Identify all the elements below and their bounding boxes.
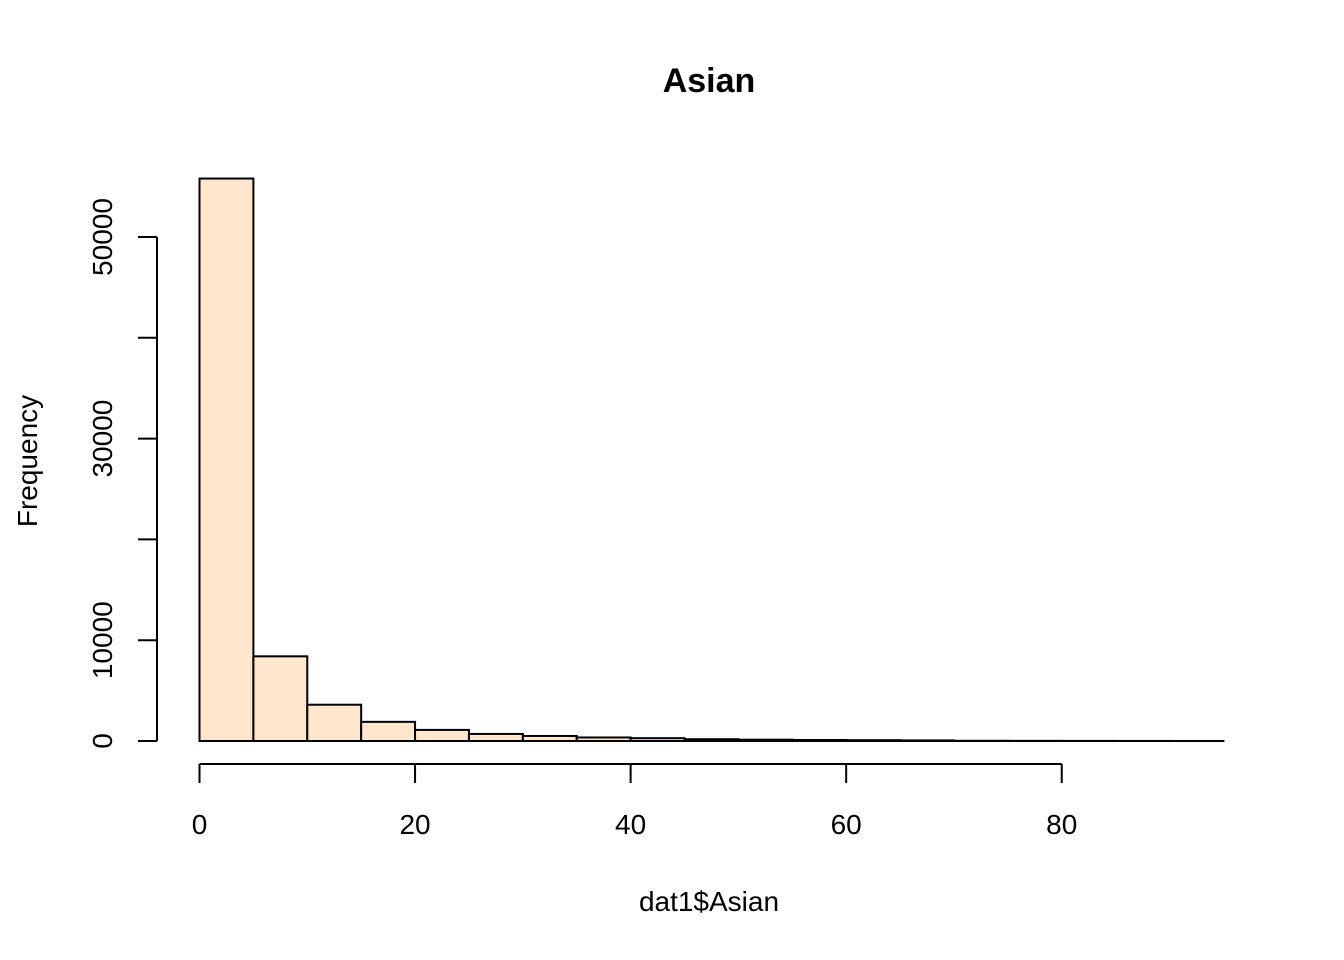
y-tick-label: 30000 xyxy=(87,400,118,478)
bars-group xyxy=(198,177,1225,743)
y-axis-label: Frequency xyxy=(12,395,43,527)
x-tick-label: 80 xyxy=(1046,809,1077,840)
y-axis: 0 10000 30000 50000 xyxy=(87,198,158,749)
histogram-bar xyxy=(198,177,255,742)
x-tick-label: 60 xyxy=(831,809,862,840)
y-tick-label: 50000 xyxy=(87,198,118,276)
histogram-bar xyxy=(360,720,417,743)
x-tick-label: 0 xyxy=(192,809,208,840)
y-tick-label: 10000 xyxy=(87,601,118,679)
histogram-bar xyxy=(467,732,524,742)
x-axis: 0 20 40 60 80 xyxy=(192,763,1077,840)
histogram-bar xyxy=(252,655,309,742)
histogram-bar xyxy=(414,728,470,742)
chart-title: Asian xyxy=(663,62,756,100)
x-tick-label: 40 xyxy=(615,809,646,840)
histogram-bar xyxy=(306,703,363,742)
y-tick-label: 0 xyxy=(87,733,118,749)
x-axis-label: dat1$Asian xyxy=(639,886,779,917)
x-tick-label: 20 xyxy=(399,809,430,840)
